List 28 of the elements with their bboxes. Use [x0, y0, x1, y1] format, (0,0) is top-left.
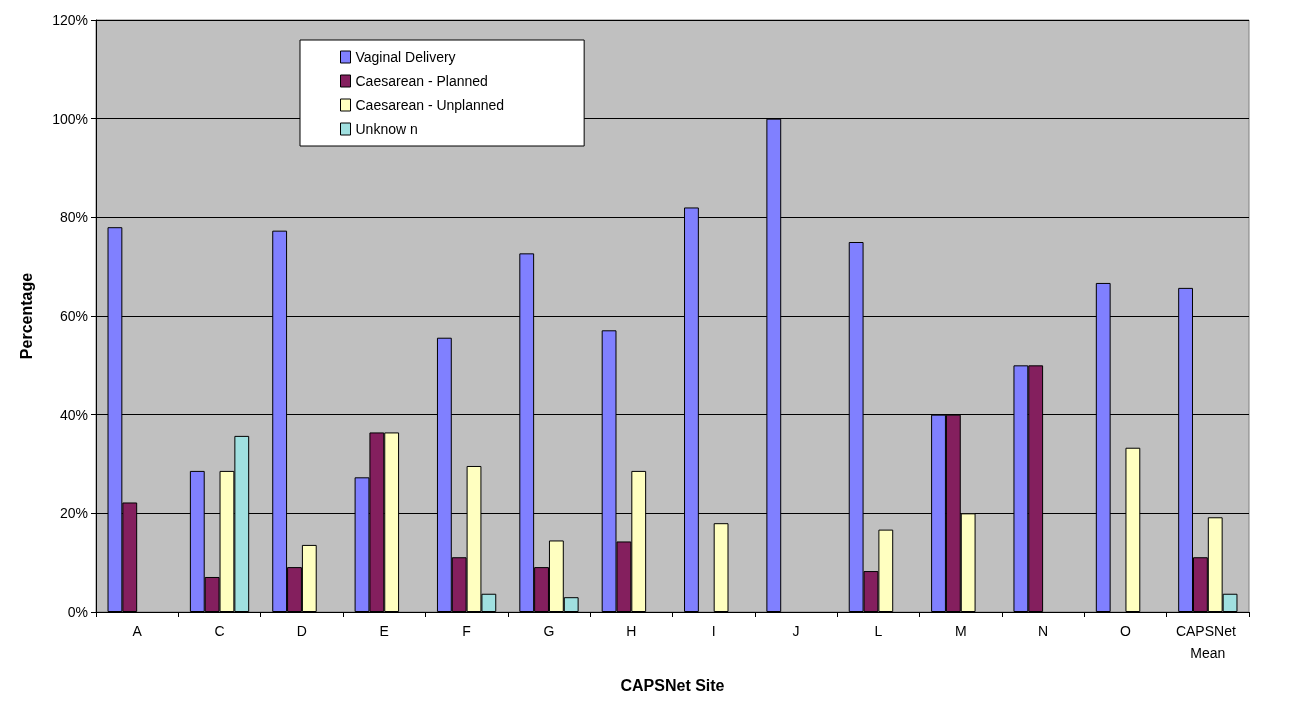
bar: [713, 523, 729, 612]
x-tick-label: A: [132, 623, 143, 639]
x-tick-label: N: [1038, 623, 1049, 639]
y-tick-label: 40%: [59, 406, 88, 423]
x-tick-label: H: [626, 623, 637, 639]
x-tick-label: O: [1120, 623, 1132, 639]
x-axis-title: CAPSNet Site: [620, 676, 725, 694]
legend-label: Vaginal Delivery: [355, 49, 456, 65]
x-tick-label: M: [954, 623, 967, 639]
x-tick-label: L: [874, 623, 883, 639]
legend-label: Caesarean - Planned: [355, 73, 488, 89]
y-tick-label: 120%: [52, 12, 88, 28]
x-tick-label: E: [379, 623, 389, 639]
y-tick-label: 80%: [59, 209, 88, 226]
x-tick-label: I: [711, 623, 716, 639]
x-tick-label: F: [462, 623, 471, 639]
x-tick-label: CAPSNet Mean: [1175, 623, 1240, 661]
x-tick-label: G: [543, 623, 555, 639]
y-tick-label: 20%: [59, 505, 88, 522]
x-tick-label: D: [296, 623, 307, 639]
y-tick-label: 100%: [52, 110, 88, 127]
y-tick-label: 60%: [59, 308, 88, 324]
legend-label: Unknow n: [355, 121, 418, 137]
y-tick-label: 0%: [67, 604, 88, 620]
x-tick-label: C: [214, 623, 225, 639]
y-axis-title: Percentage: [17, 272, 35, 360]
x-tick-label: J: [792, 623, 800, 639]
legend-label: Caesarean - Unplanned: [355, 97, 505, 113]
